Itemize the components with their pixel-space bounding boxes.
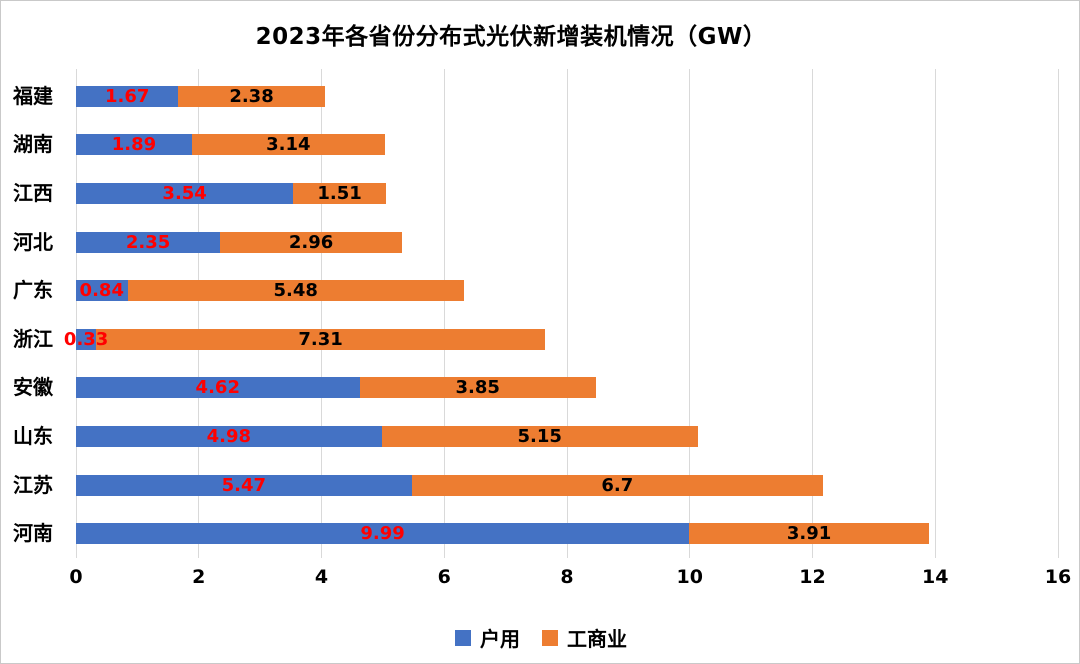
category-label: 河南 xyxy=(13,521,53,546)
gridline xyxy=(75,69,77,558)
bar-value-label: 9.99 xyxy=(360,523,405,545)
category-label: 浙江 xyxy=(13,326,53,351)
bar-value-label: 2.38 xyxy=(229,85,274,107)
bar-segment-户用 xyxy=(76,231,221,253)
bar-segment-工商业 xyxy=(178,85,325,107)
bar-segment-工商业 xyxy=(220,231,402,253)
category-label: 湖南 xyxy=(13,132,53,157)
x-axis-tick-label: 12 xyxy=(799,566,826,588)
bar-value-label: 1.67 xyxy=(105,85,150,107)
bar-segment-工商业 xyxy=(381,426,698,447)
bar-segment-工商业 xyxy=(689,523,930,545)
bar-value-label: 4.98 xyxy=(206,426,252,447)
bar-segment-工商业 xyxy=(293,183,386,204)
bar-segment-工商业 xyxy=(359,377,596,399)
x-axis-tick-label: 10 xyxy=(676,566,703,588)
bar-value-label: 2.96 xyxy=(288,231,334,253)
category-label: 山东 xyxy=(13,424,53,448)
bar-value-label: 0.33 xyxy=(63,328,109,350)
gridline xyxy=(443,69,445,558)
bar-value-label: 3.91 xyxy=(786,523,832,545)
bar-value-label: 1.89 xyxy=(111,134,157,156)
bar-segment-户用 xyxy=(76,474,412,496)
x-axis-tick-label: 2 xyxy=(192,566,206,588)
bar-segment-户用 xyxy=(76,85,179,107)
bar-segment-工商业 xyxy=(191,134,385,156)
legend-label: 工商业 xyxy=(567,627,627,651)
chart-title: 2023年各省份分布式光伏新增装机情况（GW） xyxy=(255,24,767,50)
chart-legend: 户用 工商业 xyxy=(1,623,1079,652)
legend-item-huyong: 户用 xyxy=(455,623,520,652)
bar-value-label: 7.31 xyxy=(298,328,343,350)
gridline xyxy=(198,69,200,558)
bar-value-label: 5.47 xyxy=(221,474,267,496)
gridline xyxy=(321,69,322,558)
category-label: 广东 xyxy=(13,278,53,303)
bar-segment-工商业 xyxy=(127,280,464,302)
bar-value-label: 5.15 xyxy=(517,426,562,447)
bar-segment-户用 xyxy=(76,426,382,447)
gridline xyxy=(689,69,691,558)
category-label: 江西 xyxy=(13,181,53,205)
bar-value-label: 2.35 xyxy=(125,231,171,253)
bar-segment-工商业 xyxy=(96,328,545,350)
bar-segment-户用 xyxy=(76,280,128,302)
bar-value-label: 0.84 xyxy=(79,280,124,302)
category-label: 福建 xyxy=(13,83,53,108)
x-axis-tick-label: 4 xyxy=(314,566,329,588)
gridline xyxy=(812,69,813,558)
gridline xyxy=(1057,69,1059,558)
x-axis-tick-label: 0 xyxy=(69,566,83,588)
bar-value-label: 4.62 xyxy=(195,377,240,399)
bar-value-label: 3.85 xyxy=(455,377,500,399)
category-label: 安徽 xyxy=(13,375,53,400)
bar-segment-户用 xyxy=(76,523,690,545)
category-label: 江苏 xyxy=(13,472,53,497)
bar-value-label: 3.54 xyxy=(162,183,207,204)
legend-label: 户用 xyxy=(480,627,520,651)
legend-item-gongshangye: 工商业 xyxy=(542,623,627,652)
category-label: 河北 xyxy=(13,229,53,254)
gridline xyxy=(566,69,568,558)
bar-value-label: 5.48 xyxy=(273,280,318,302)
bar-segment-户用 xyxy=(76,377,360,399)
bar-value-label: 1.51 xyxy=(317,183,362,204)
x-axis-tick-label: 6 xyxy=(437,566,451,588)
bar-value-label: 3.14 xyxy=(266,134,311,156)
bar-segment-户用 xyxy=(76,328,97,350)
x-axis-tick-label: 8 xyxy=(560,566,574,588)
legend-swatch-blue xyxy=(455,629,471,646)
bar-segment-户用 xyxy=(76,183,294,204)
bar-segment-户用 xyxy=(76,134,192,156)
x-axis-tick-label: 14 xyxy=(922,566,949,588)
gridline xyxy=(934,69,936,558)
x-axis-tick-label: 16 xyxy=(1044,566,1072,588)
bar-segment-工商业 xyxy=(411,474,823,496)
bar-value-label: 6.7 xyxy=(601,474,634,496)
legend-swatch-orange xyxy=(542,629,558,646)
